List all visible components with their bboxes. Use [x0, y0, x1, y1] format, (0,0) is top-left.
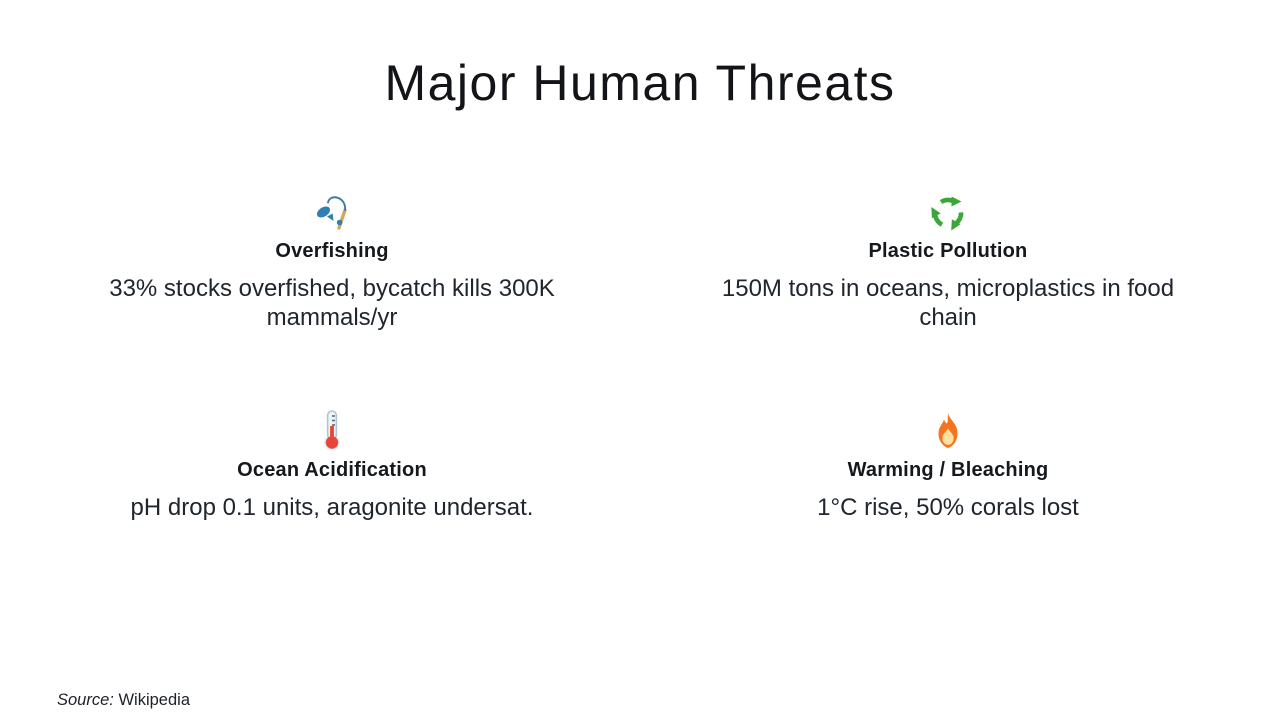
threat-card-ocean-acidification: Ocean Acidification pH drop 0.1 units, a…	[24, 409, 640, 522]
fishing-pole-icon	[311, 190, 353, 232]
thermometer-icon	[322, 409, 342, 451]
threat-description: 33% stocks overfished, bycatch kills 300…	[109, 275, 555, 332]
thermometer-bulb-shape	[325, 435, 339, 449]
threat-description: pH drop 0.1 units, aragonite undersat.	[130, 493, 534, 521]
threat-description: 1°C rise, 50% corals lost	[817, 493, 1079, 521]
recycling-icon	[929, 190, 967, 232]
threats-grid: Overfishing 33% stocks overfished, bycat…	[24, 190, 1256, 522]
threat-title: Overfishing	[275, 240, 389, 262]
source-note: Source: Wikipedia	[57, 691, 190, 710]
source-label: Source:	[57, 691, 114, 709]
threat-card-plastic-pollution: Plastic Pollution 150M tons in oceans, m…	[640, 190, 1256, 333]
threat-description: 150M tons in oceans, microplastics in fo…	[721, 275, 1175, 332]
threat-title: Plastic Pollution	[868, 240, 1028, 262]
threat-title: Warming / Bleaching	[847, 458, 1049, 481]
fishing-rod-shape	[337, 208, 347, 230]
threat-card-warming-bleaching: Warming / Bleaching 1°C rise, 50% corals…	[640, 409, 1256, 522]
page-title: Major Human Threats	[384, 55, 896, 111]
threat-title: Ocean Acidification	[237, 458, 427, 481]
flame-inner-shape	[942, 428, 954, 445]
fish-body-shape	[316, 206, 331, 218]
fish-tail-shape	[327, 213, 334, 221]
recycle-arrow-shape	[939, 196, 962, 207]
source-value: Wikipedia	[118, 691, 190, 709]
fishing-reel-shape	[336, 219, 343, 226]
threat-card-overfishing: Overfishing 33% stocks overfished, bycat…	[24, 190, 640, 333]
thermometer-mercury-shape	[330, 425, 334, 441]
fishing-line-shape	[327, 196, 346, 211]
fire-icon	[930, 409, 966, 451]
